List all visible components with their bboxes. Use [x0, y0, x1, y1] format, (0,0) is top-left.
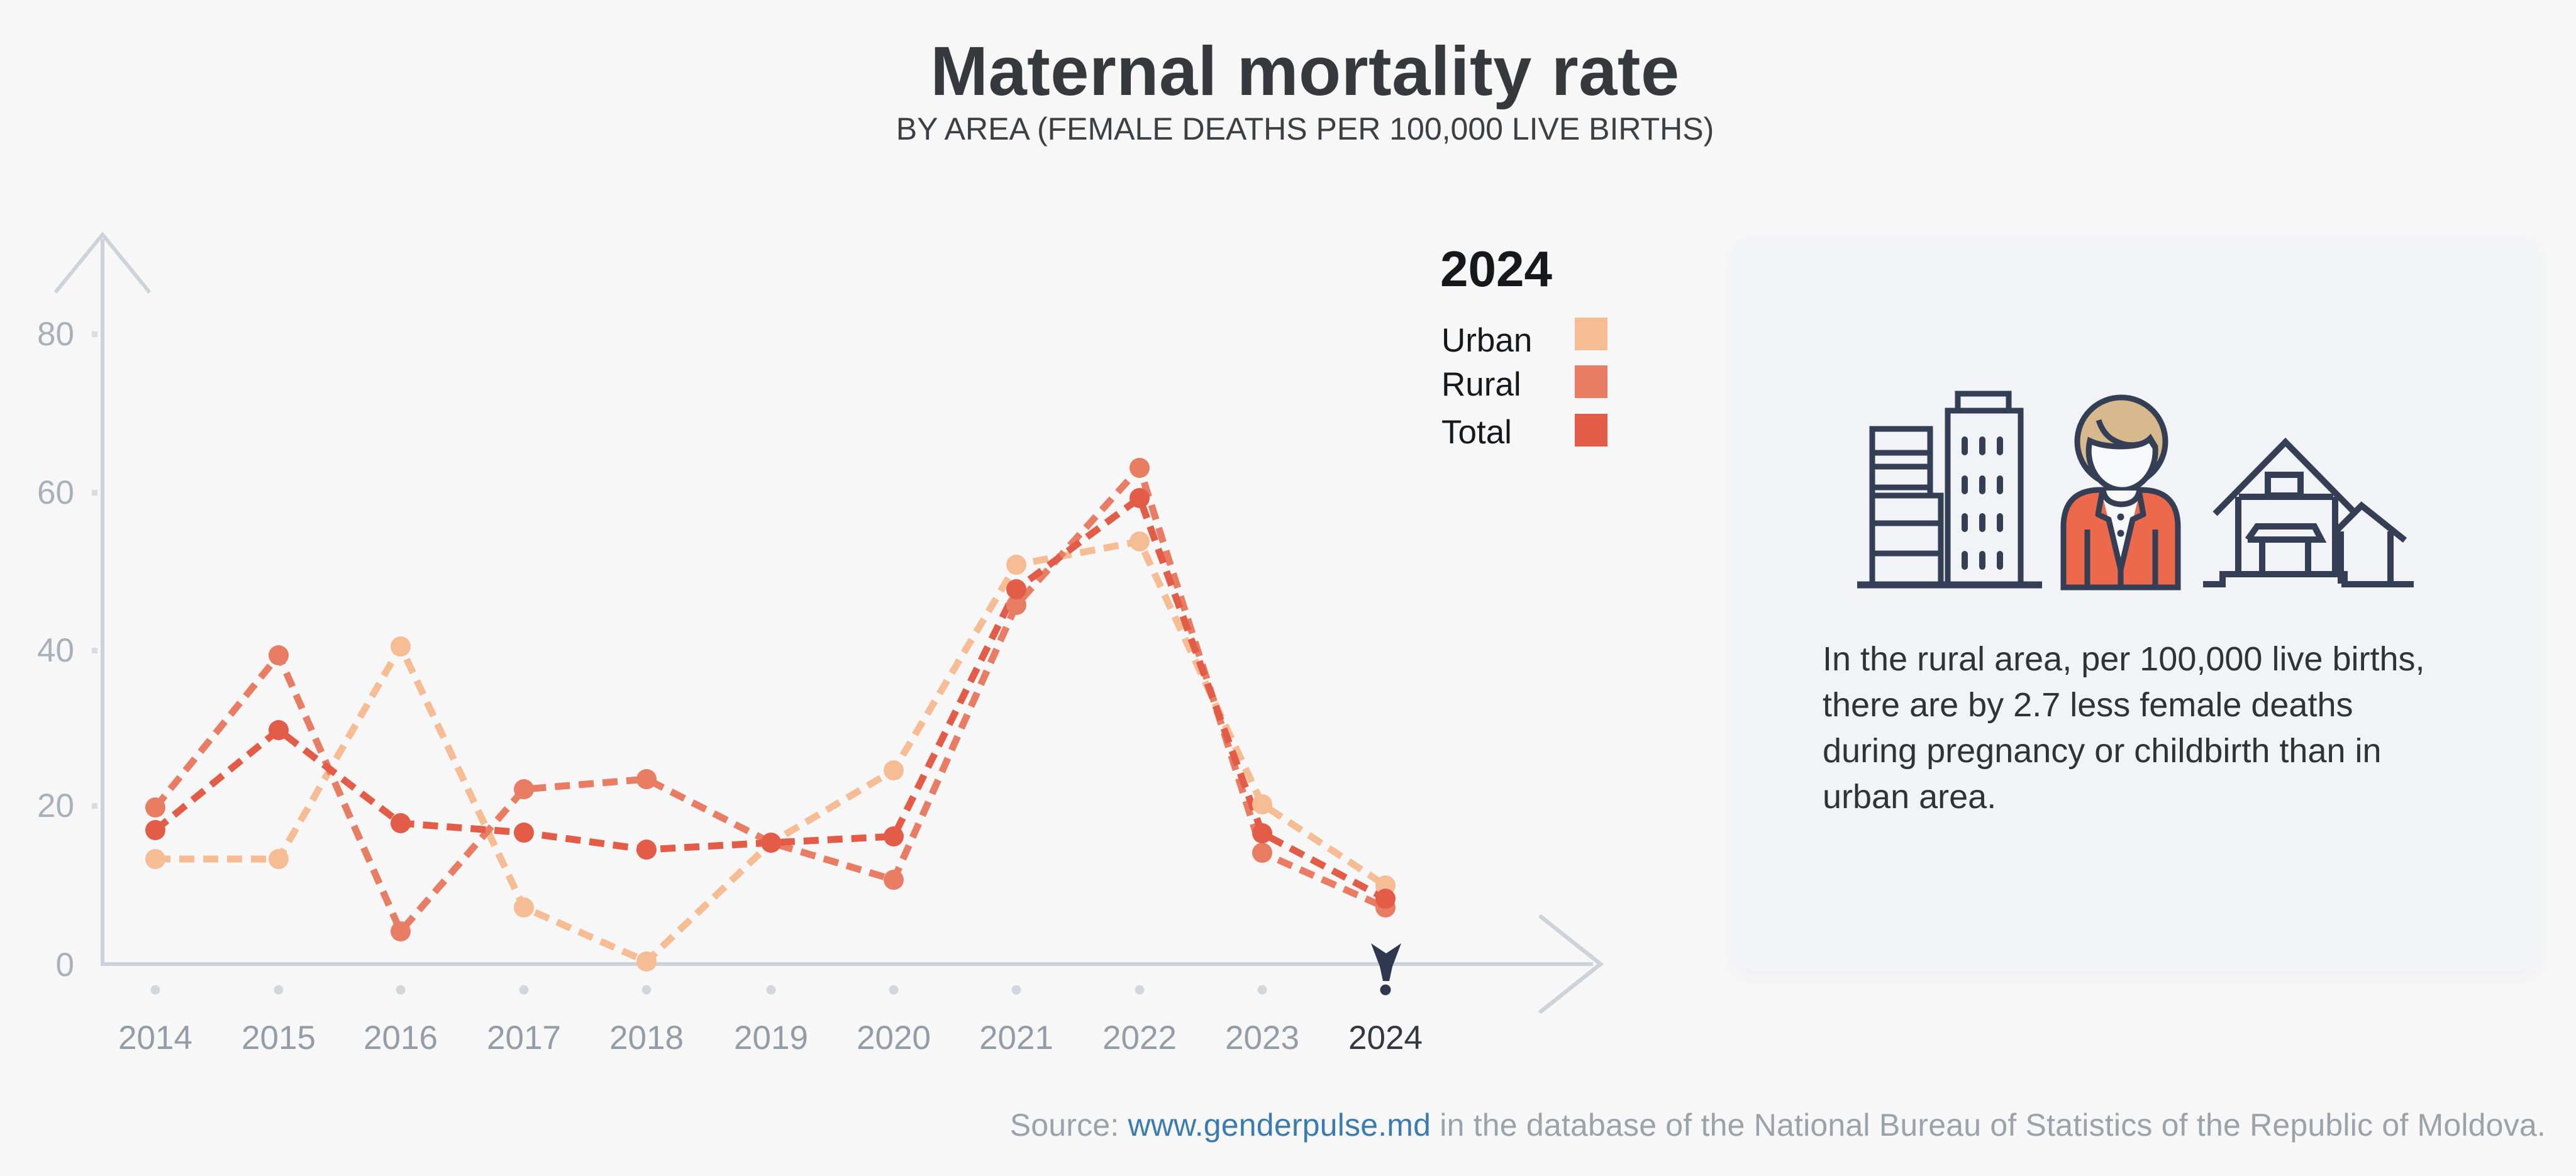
svg-text:2014: 2014: [118, 1019, 192, 1057]
svg-text:2022: 2022: [1102, 1019, 1177, 1057]
svg-text:2021: 2021: [979, 1019, 1053, 1057]
svg-text:2020: 2020: [857, 1019, 931, 1057]
svg-text:0: 0: [56, 946, 74, 984]
svg-text:2015: 2015: [242, 1019, 316, 1057]
svg-text:2016: 2016: [364, 1019, 438, 1057]
svg-text:80: 80: [37, 316, 74, 353]
svg-text:2018: 2018: [609, 1019, 684, 1057]
svg-text:60: 60: [37, 474, 74, 511]
svg-text:2017: 2017: [487, 1019, 561, 1057]
svg-text:2024: 2024: [1348, 1019, 1423, 1057]
svg-text:20: 20: [37, 787, 74, 824]
svg-text:2023: 2023: [1225, 1019, 1299, 1057]
svg-text:2019: 2019: [734, 1019, 808, 1057]
svg-text:40: 40: [37, 632, 74, 669]
